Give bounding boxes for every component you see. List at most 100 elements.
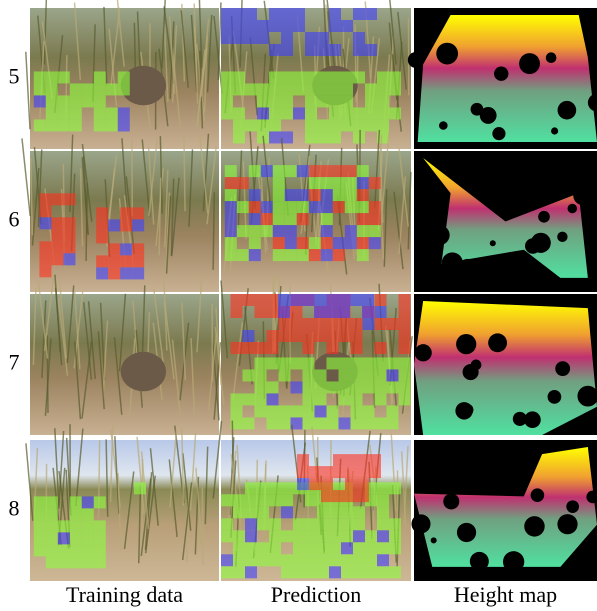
height-hole [408, 52, 424, 68]
label-patch [39, 193, 51, 205]
label-patch [269, 83, 281, 95]
label-patch [281, 71, 293, 83]
label-patch [233, 32, 245, 44]
label-patch [363, 405, 375, 417]
label-patch [273, 249, 285, 261]
label-patch [305, 518, 317, 530]
label-patch [96, 231, 108, 243]
height-hole [471, 103, 484, 116]
label-patch [281, 107, 293, 119]
label-patch [94, 107, 106, 119]
label-patch [46, 556, 58, 568]
label-patch [273, 225, 285, 237]
height-hole [568, 204, 578, 214]
label-patch [267, 306, 279, 318]
label-patch [51, 193, 63, 205]
label-patch [34, 95, 46, 107]
label-patch [34, 71, 46, 83]
label-patch [377, 95, 389, 107]
height-hole [456, 334, 476, 354]
label-patch [58, 532, 70, 544]
label-patch [329, 107, 341, 119]
label-patch [369, 177, 381, 189]
label-patch [345, 490, 357, 502]
label-patch [269, 542, 281, 554]
label-patch [387, 405, 399, 417]
height-hole [524, 411, 541, 428]
label-patch [291, 357, 303, 369]
height-hole [524, 516, 544, 536]
label-patch [329, 566, 341, 578]
label-patch [255, 381, 267, 393]
label-patch [345, 225, 357, 237]
label-patch [317, 506, 329, 518]
label-patch [34, 532, 46, 544]
label-patch [267, 417, 279, 429]
label-patch [273, 177, 285, 189]
label-patch [249, 237, 261, 249]
label-patch [345, 454, 357, 466]
label-patch [377, 554, 389, 566]
label-patch [120, 267, 132, 279]
grass [202, 487, 203, 565]
height-hole [457, 523, 476, 542]
label-patch [363, 381, 375, 393]
label-patch [96, 267, 108, 279]
log [121, 352, 166, 391]
label-patch [51, 229, 63, 241]
label-patch [58, 520, 70, 532]
label-patch [132, 207, 144, 219]
column-label: Training data [66, 582, 183, 607]
label-patch [309, 189, 321, 201]
height-hole [558, 101, 577, 120]
label-patch [326, 294, 338, 306]
label-patch [338, 294, 350, 306]
label-patch [96, 207, 108, 219]
label-patch [351, 381, 363, 393]
label-patch [353, 542, 365, 554]
label-patch [377, 119, 389, 131]
label-patch [387, 357, 399, 369]
label-patch [305, 95, 317, 107]
row-label: 6 [9, 207, 20, 232]
label-patch [303, 342, 315, 354]
label-patch [281, 44, 293, 56]
label-patch [293, 554, 305, 566]
label-patch [63, 229, 75, 241]
label-patch [249, 213, 261, 225]
label-patch [338, 306, 350, 318]
label-patch [257, 95, 269, 107]
label-patch [321, 165, 333, 177]
label-patch [106, 83, 118, 95]
label-patch [297, 478, 309, 490]
label-patch [231, 306, 243, 318]
label-patch [375, 318, 387, 330]
label-patch [339, 357, 351, 369]
label-patch [70, 496, 82, 508]
label-patch [326, 306, 338, 318]
row-label: 5 [9, 64, 20, 89]
label-patch [305, 131, 317, 143]
label-patch [389, 542, 401, 554]
label-patch [399, 294, 411, 306]
label-patch [108, 219, 120, 231]
label-patch [243, 369, 255, 381]
label-patch [269, 482, 281, 494]
label-patch [321, 201, 333, 213]
label-patch [357, 177, 369, 189]
label-patch [365, 566, 377, 578]
label-patch [375, 369, 387, 381]
label-patch [267, 330, 279, 342]
label-patch [281, 482, 293, 494]
label-patch [221, 554, 233, 566]
label-patch [375, 306, 387, 318]
height-hole [492, 127, 505, 140]
label-patch [309, 201, 321, 213]
label-patch [341, 119, 353, 131]
label-patch [293, 542, 305, 554]
label-patch [233, 20, 245, 32]
label-patch [233, 566, 245, 578]
body: 5678Training dataPredictionHeight map ((… [0, 0, 597, 611]
label-patch [257, 518, 269, 530]
label-patch [285, 165, 297, 177]
